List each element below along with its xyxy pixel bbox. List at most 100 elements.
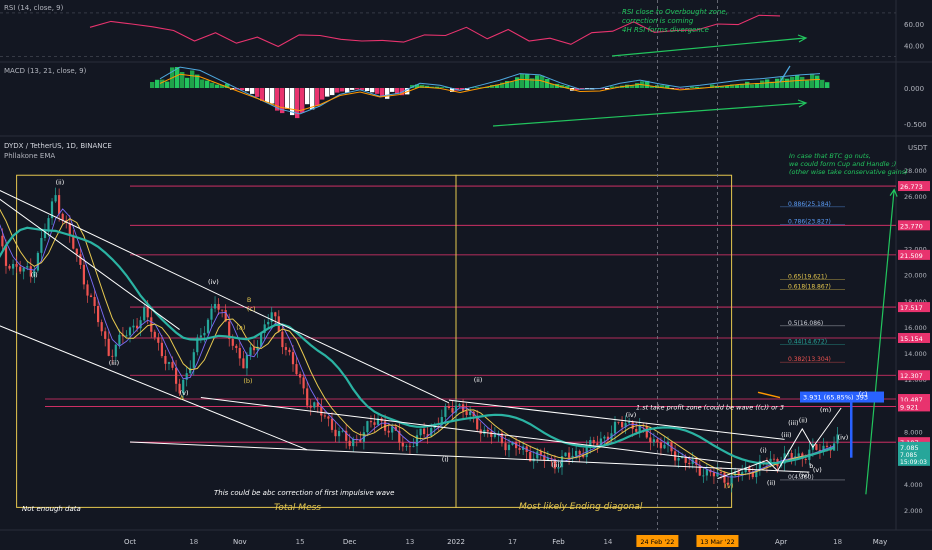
candle-body <box>235 345 238 348</box>
candle-body <box>206 319 210 333</box>
candle-body <box>553 459 556 469</box>
macd-histogram-bar <box>275 88 280 111</box>
candle-body <box>571 455 574 458</box>
macd-histogram-bar <box>220 85 225 88</box>
macd-histogram-bar <box>265 88 270 103</box>
macd-histogram-bar <box>155 79 160 88</box>
macd-histogram-bar <box>150 82 155 88</box>
wave-label: B <box>247 296 251 304</box>
candle-body <box>366 421 369 433</box>
candle-body <box>723 472 726 483</box>
candle-body <box>652 439 655 443</box>
price-tick-label: 20.000 <box>904 272 927 280</box>
cup-note-line: In case that BTC go nuts, <box>789 152 871 160</box>
macd-histogram-bar <box>175 67 180 88</box>
candle-body <box>327 416 330 419</box>
candle-body <box>111 355 114 357</box>
target-box <box>800 391 884 403</box>
last-price-badge <box>898 441 930 466</box>
macd-histogram-bar <box>305 88 310 105</box>
wave-label: (v) <box>180 389 189 397</box>
wave-label: (i) <box>760 447 767 455</box>
trendline <box>448 399 785 440</box>
macd-histogram-bar <box>675 88 680 89</box>
candle-body <box>323 415 326 417</box>
macd-histogram-bar <box>700 87 705 88</box>
macd-histogram-bar <box>360 88 365 90</box>
candle-body <box>426 434 429 436</box>
candle-body <box>100 322 103 332</box>
candle-body <box>684 456 687 463</box>
macd-histogram-bar <box>450 88 455 92</box>
candle-body <box>440 417 443 425</box>
wave-label: (ii) <box>56 178 65 186</box>
candle-body <box>663 444 666 449</box>
candle-body <box>476 416 479 430</box>
macd-histogram-bar <box>795 75 800 88</box>
macd-histogram-bar <box>785 78 790 88</box>
ending-diagonal-label: Most likely Ending diagonal <box>519 502 643 512</box>
candle-body <box>536 451 539 459</box>
macd-histogram-bar <box>270 88 275 104</box>
macd-histogram-bar <box>180 72 185 88</box>
fib-level-label: 0.5(16.086) <box>788 320 823 327</box>
wave-label: (iv) <box>838 433 849 441</box>
wave-label: b <box>809 462 813 470</box>
candle-body <box>408 445 411 447</box>
macd-histogram-bar <box>690 86 695 88</box>
price-level-text: 23.770 <box>900 222 923 230</box>
candle-body <box>698 464 701 476</box>
macd-histogram-bar <box>550 83 555 88</box>
candle-body <box>228 321 231 339</box>
candle-body <box>164 356 167 364</box>
price-level-text: 9.921 <box>900 403 919 411</box>
candle-body <box>405 445 408 447</box>
candle-body <box>734 471 737 476</box>
macd-histogram-bar <box>790 76 795 88</box>
candle-body <box>666 441 670 445</box>
candle-body <box>79 254 82 265</box>
candle-body <box>575 450 578 456</box>
macd-histogram-bar <box>530 78 535 88</box>
date-badge-text: 24 Feb '22 <box>640 538 674 546</box>
macd-histogram-bar <box>540 75 545 88</box>
candle-body <box>203 332 206 336</box>
time-axis-label: 17 <box>508 538 517 546</box>
trendline <box>200 397 732 464</box>
candle-body <box>836 434 839 444</box>
candle-body <box>284 347 287 350</box>
candle-body <box>458 404 461 406</box>
candle-body <box>719 472 723 473</box>
candle-body <box>114 344 117 357</box>
candle-body <box>430 428 433 436</box>
price-tick-label: 28.000 <box>904 167 927 175</box>
candle-body <box>72 235 75 249</box>
candle-body <box>4 246 8 266</box>
rsi-line <box>89 14 781 48</box>
ema-mid <box>0 208 835 476</box>
candle-body <box>157 337 160 343</box>
macd-histogram-bar <box>610 86 615 88</box>
candle-body <box>376 418 380 425</box>
countdown-text: 15:09:03 <box>900 459 927 466</box>
date-badge <box>696 535 739 547</box>
price-pane: DYDX / TetherUS, 1D, BINANCE Phllakone EM… <box>0 0 930 530</box>
candle-body <box>68 223 71 236</box>
candle-body <box>58 195 61 214</box>
price-level-badge <box>898 302 930 313</box>
macd-histogram-bar <box>405 88 410 95</box>
rsi-note-line: RSI close to Overbought zone, <box>622 8 728 16</box>
candle-body <box>1 235 4 247</box>
candle-body <box>649 437 652 443</box>
macd-histogram-bar <box>725 85 730 88</box>
candle-body <box>818 449 821 452</box>
macd-line <box>159 66 821 115</box>
rsi-trend-arrow <box>797 34 808 43</box>
trendline <box>129 441 810 473</box>
macd-histogram-bar <box>600 88 605 89</box>
candle-body <box>47 218 50 231</box>
macd-histogram-bar <box>770 81 775 88</box>
fib-level-label: 0.44(14.672) <box>788 338 827 345</box>
macd-histogram-bar <box>370 88 375 93</box>
macd-histogram-bar <box>665 85 670 88</box>
